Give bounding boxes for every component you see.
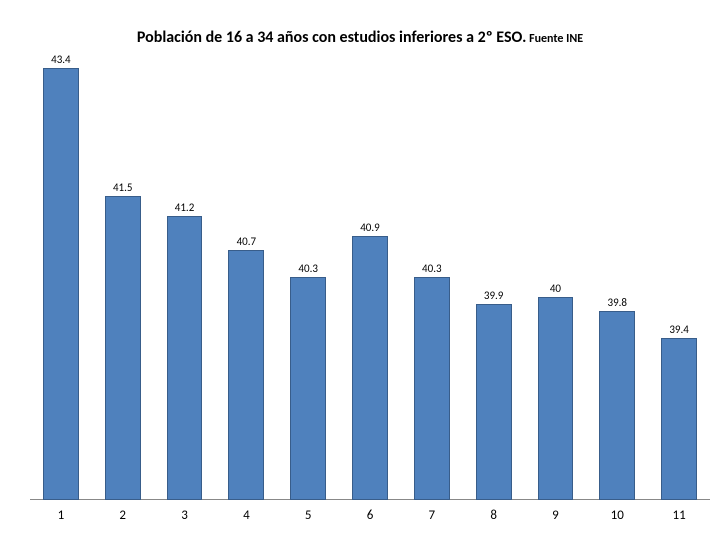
x-axis-label: 2 [119,508,126,523]
bar-value-label: 43.4 [51,53,71,66]
plot-area: 43.4 41.5 41.2 40.7 40.3 40.9 40.3 39.9 40 39.8 39… [30,54,710,500]
bar-value-label: 41.5 [113,181,133,194]
bar-value-label: 39.9 [484,289,504,302]
chart-title-source: Fuente INE [526,32,583,46]
bar-fill [228,250,264,500]
bar: 40.3 [290,54,326,500]
bar-value-label: 40.7 [237,235,257,248]
chart-container: Población de 16 a 34 años con estudios i… [0,0,720,540]
bar: 41.5 [105,54,141,500]
bar-value-label: 40.3 [422,262,442,275]
bar-fill [661,338,697,500]
x-axis-label: 6 [367,508,374,523]
bar-fill [352,236,388,500]
bar-fill [476,304,512,500]
bar: 39.9 [476,54,512,500]
bar: 41.2 [167,54,203,500]
bar-value-label: 39.4 [669,323,689,336]
x-axis-label: 11 [672,508,685,523]
bar-fill [105,196,141,500]
bar-fill [167,216,203,500]
x-axis-label: 3 [181,508,188,523]
x-axis-label: 7 [429,508,436,523]
chart-title: Población de 16 a 34 años con estudios i… [0,28,720,47]
x-axis-label: 5 [305,508,312,523]
bar: 40.9 [352,54,388,500]
bar-fill [599,311,635,500]
bar: 40.3 [414,54,450,500]
bar-value-label: 40 [550,282,561,295]
bar: 40 [538,54,574,500]
bar-value-label: 39.8 [608,296,628,309]
bar-fill [538,297,574,500]
bar: 39.8 [599,54,635,500]
bar-value-label: 40.9 [360,221,380,234]
x-axis-label: 9 [552,508,559,523]
chart-title-main: Población de 16 a 34 años con estudios i… [137,28,526,47]
x-axis-label: 4 [243,508,250,523]
x-axis-label: 10 [611,508,624,523]
bar: 43.4 [43,54,79,500]
bar-value-label: 40.3 [298,262,318,275]
x-axis-labels: 1 2 3 4 5 6 7 8 9 10 11 [30,508,710,528]
x-axis-label: 1 [58,508,65,523]
bar-fill [43,68,79,500]
bar-value-label: 41.2 [175,201,195,214]
bar-fill [290,277,326,500]
x-axis-label: 8 [490,508,497,523]
bar-fill [414,277,450,500]
bar: 40.7 [228,54,264,500]
bar: 39.4 [661,54,697,500]
